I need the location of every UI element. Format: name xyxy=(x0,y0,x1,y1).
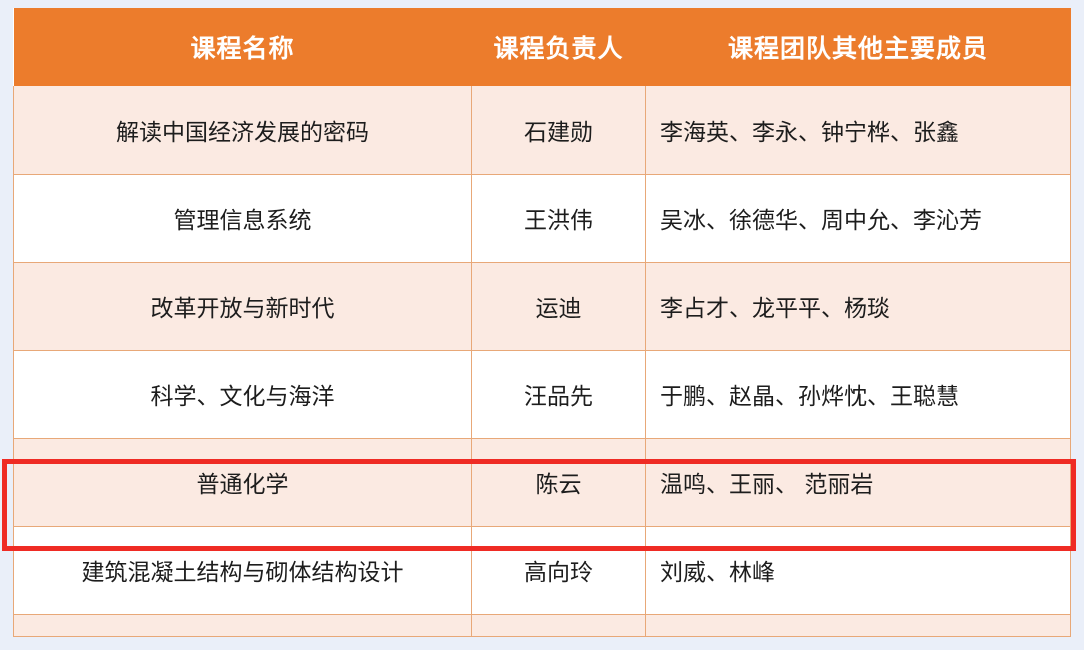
cell-course-name xyxy=(13,614,472,637)
table-row: 解读中国经济发展的密码 石建勋 李海英、李永、钟宁桦、张鑫 xyxy=(13,86,1071,175)
table-body: 解读中国经济发展的密码 石建勋 李海英、李永、钟宁桦、张鑫 管理信息系统 王洪伟 吴冰、徐… xyxy=(13,86,1071,637)
column-header-course-team-members: 课程团队其他主要成员 xyxy=(645,8,1071,86)
cell-course-team-members xyxy=(645,614,1071,637)
table-row: 改革开放与新时代 运迪 李占才、龙平平、杨琰 xyxy=(13,262,1071,351)
cell-course-team-members: 温鸣、王丽、 范丽岩 xyxy=(645,438,1071,527)
table-header: 课程名称 课程负责人 课程团队其他主要成员 xyxy=(13,8,1071,86)
cell-course-leader: 石建勋 xyxy=(471,86,646,175)
cell-course-team-members: 李占才、龙平平、杨琰 xyxy=(645,262,1071,351)
table-row: 建筑混凝土结构与砌体结构设计 高向玲 刘威、林峰 xyxy=(13,526,1071,615)
cell-course-name: 解读中国经济发展的密码 xyxy=(13,86,472,175)
course-table-container: 课程名称 课程负责人 课程团队其他主要成员 解读中国经济发展的密码 石建勋 李海英、… xyxy=(13,8,1071,637)
table-row xyxy=(13,614,1071,637)
cell-course-leader: 陈云 xyxy=(471,438,646,527)
cell-course-name: 管理信息系统 xyxy=(13,174,472,263)
cell-course-team-members: 于鹏、赵晶、孙烨忱、王聪慧 xyxy=(645,350,1071,439)
table-row: 普通化学 陈云 温鸣、王丽、 范丽岩 xyxy=(13,438,1071,527)
table-row: 科学、文化与海洋 汪品先 于鹏、赵晶、孙烨忱、王聪慧 xyxy=(13,350,1071,439)
table-header-row: 课程名称 课程负责人 课程团队其他主要成员 xyxy=(13,8,1071,86)
cell-course-team-members: 吴冰、徐德华、周中允、李沁芳 xyxy=(645,174,1071,263)
cell-course-name: 普通化学 xyxy=(13,438,472,527)
cell-course-team-members: 李海英、李永、钟宁桦、张鑫 xyxy=(645,86,1071,175)
cell-course-name: 科学、文化与海洋 xyxy=(13,350,472,439)
cell-course-leader: 汪品先 xyxy=(471,350,646,439)
column-header-course-name: 课程名称 xyxy=(13,8,472,86)
cell-course-leader xyxy=(471,614,646,637)
table-row: 管理信息系统 王洪伟 吴冰、徐德华、周中允、李沁芳 xyxy=(13,174,1071,263)
course-table: 课程名称 课程负责人 课程团队其他主要成员 解读中国经济发展的密码 石建勋 李海英、… xyxy=(13,8,1071,637)
cell-course-name: 建筑混凝土结构与砌体结构设计 xyxy=(13,526,472,615)
cell-course-leader: 王洪伟 xyxy=(471,174,646,263)
cell-course-leader: 高向玲 xyxy=(471,526,646,615)
cell-course-name: 改革开放与新时代 xyxy=(13,262,472,351)
column-header-course-leader: 课程负责人 xyxy=(471,8,646,86)
cell-course-leader: 运迪 xyxy=(471,262,646,351)
cell-course-team-members: 刘威、林峰 xyxy=(645,526,1071,615)
